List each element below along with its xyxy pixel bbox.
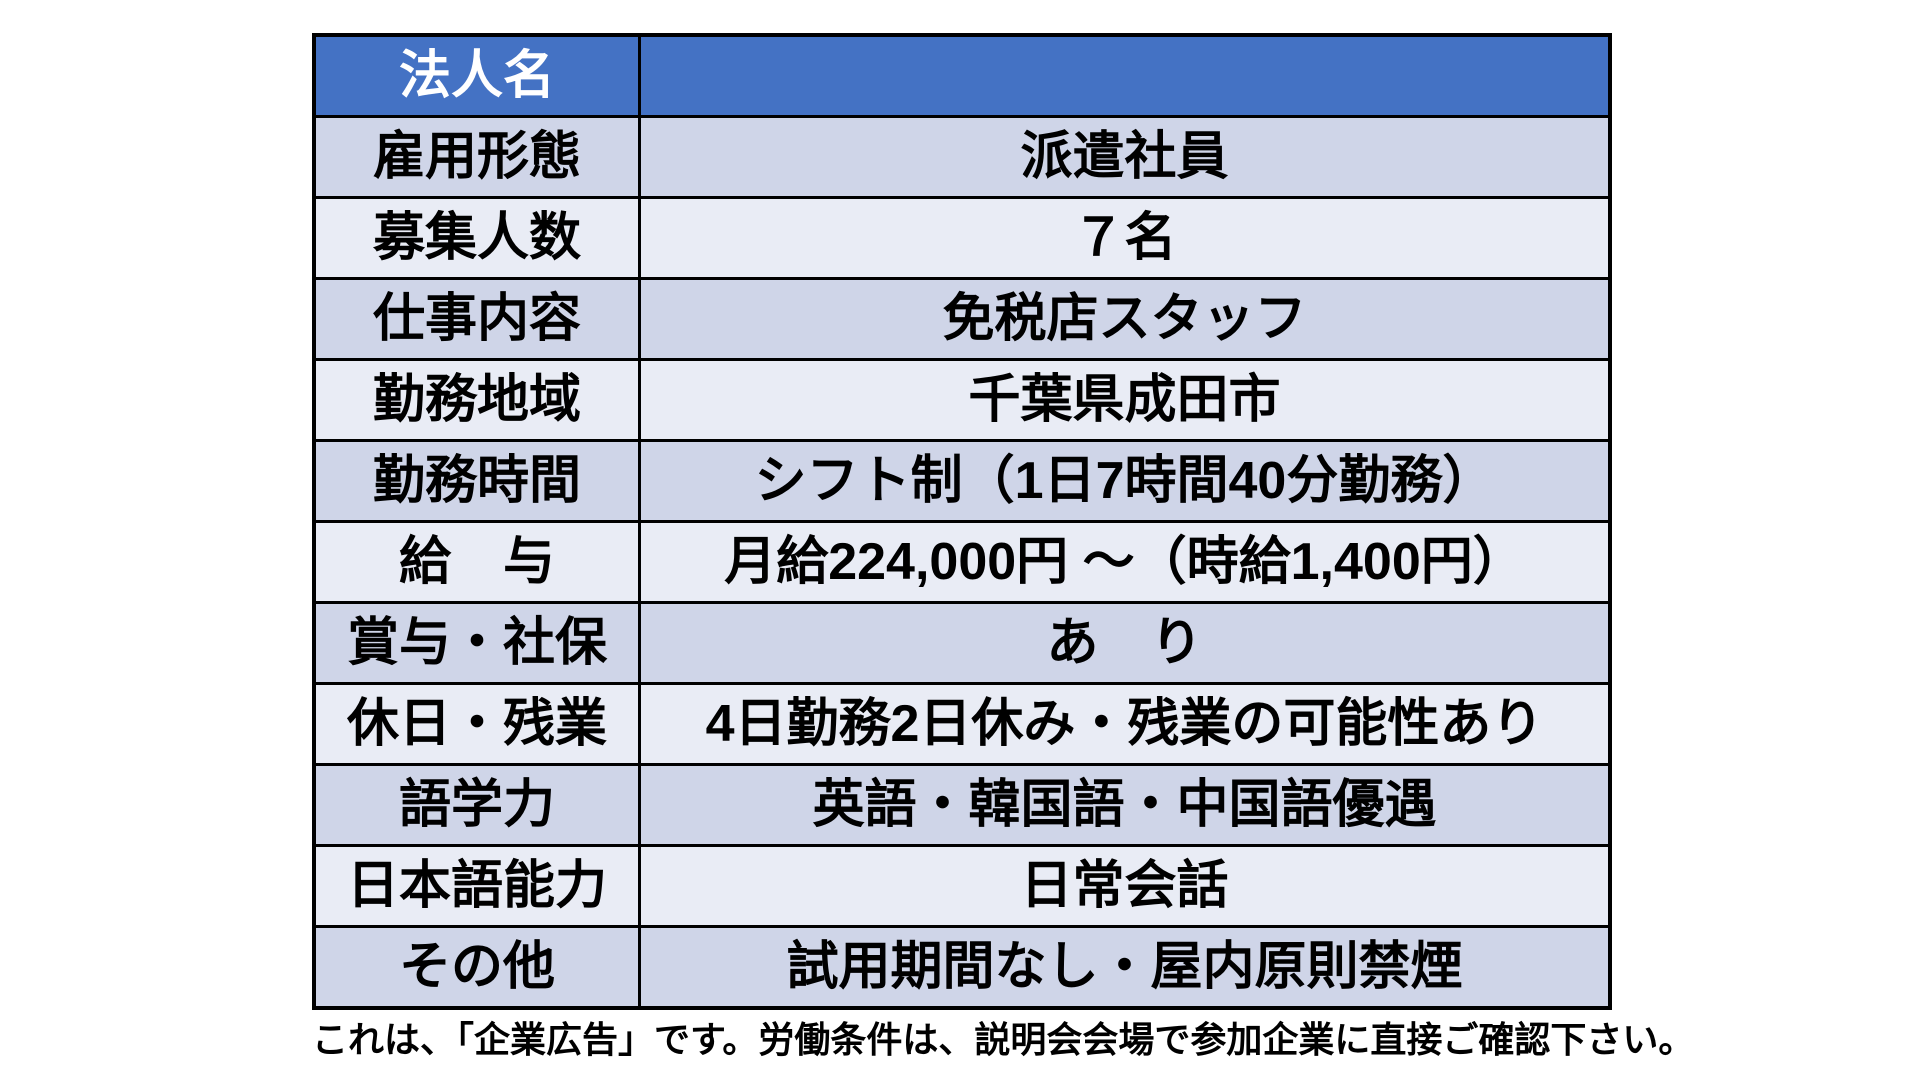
row-label-cell: 給 与	[316, 523, 641, 601]
table-row: 勤務地域 千葉県成田市	[316, 361, 1608, 442]
row-value: 月給224,000円 ～（時給1,400円）	[724, 533, 1525, 591]
header-label: 法人名	[398, 47, 555, 105]
row-value: 試用期間なし・屋内原則禁煙	[786, 938, 1463, 996]
row-label: 日本語能力	[346, 857, 607, 915]
row-value-cell: 千葉県成田市	[641, 361, 1608, 439]
row-value-cell: 派遣社員	[641, 118, 1608, 196]
row-value-cell: 英語・韓国語・中国語優遇	[641, 766, 1608, 844]
table-row: 休日・残業 4日勤務2日休み・残業の可能性あり	[316, 685, 1608, 766]
row-label: 仕事内容	[372, 290, 581, 348]
row-label: 募集人数	[372, 209, 581, 267]
row-value: 英語・韓国語・中国語優遇	[812, 776, 1437, 834]
row-value-cell: 試用期間なし・屋内原則禁煙	[641, 928, 1608, 1006]
row-value: 日常会話	[1020, 857, 1229, 915]
row-value: あ り	[1046, 614, 1203, 672]
row-value-cell: 4日勤務2日休み・残業の可能性あり	[641, 685, 1608, 763]
row-value-cell: ７名	[641, 199, 1608, 277]
table-row: 日本語能力 日常会話	[316, 847, 1608, 928]
row-value-cell: シフト制（1日7時間40分勤務）	[641, 442, 1608, 520]
row-label-cell: 休日・残業	[316, 685, 641, 763]
row-value: 派遣社員	[1020, 128, 1229, 186]
table-header-row: 法人名	[316, 37, 1608, 118]
row-value-cell: 月給224,000円 ～（時給1,400円）	[641, 523, 1608, 601]
row-label-cell: 仕事内容	[316, 280, 641, 358]
job-table: 法人名 雇用形態 派遣社員 募集人数 ７名 仕事内容 免税店スタッフ 勤務地域	[312, 33, 1612, 1010]
row-label: その他	[398, 938, 555, 996]
row-label: 勤務時間	[372, 452, 581, 510]
row-label: 賞与・社保	[346, 614, 607, 672]
table-row: 雇用形態 派遣社員	[316, 118, 1608, 199]
row-label: 給 与	[398, 533, 555, 591]
table-row: その他 試用期間なし・屋内原則禁煙	[316, 928, 1608, 1006]
row-label-cell: その他	[316, 928, 641, 1006]
row-value-cell: あ り	[641, 604, 1608, 682]
row-value-cell: 免税店スタッフ	[641, 280, 1608, 358]
row-value: 4日勤務2日休み・残業の可能性あり	[705, 695, 1544, 753]
row-label-cell: 雇用形態	[316, 118, 641, 196]
row-label: 勤務地域	[372, 371, 581, 429]
table-row: 募集人数 ７名	[316, 199, 1608, 280]
row-value: ７名	[1072, 209, 1177, 267]
table-row: 仕事内容 免税店スタッフ	[316, 280, 1608, 361]
row-value: 免税店スタッフ	[942, 290, 1307, 348]
table-row: 勤務時間 シフト制（1日7時間40分勤務）	[316, 442, 1608, 523]
row-label-cell: 勤務地域	[316, 361, 641, 439]
row-label-cell: 勤務時間	[316, 442, 641, 520]
row-label: 語学力	[398, 776, 555, 834]
table-row: 給 与 月給224,000円 ～（時給1,400円）	[316, 523, 1608, 604]
row-label-cell: 募集人数	[316, 199, 641, 277]
row-value-cell: 日常会話	[641, 847, 1608, 925]
row-value: 千葉県成田市	[968, 371, 1281, 429]
row-label-cell: 語学力	[316, 766, 641, 844]
header-label-cell: 法人名	[316, 37, 641, 115]
footnote: これは、「企業広告」です。労働条件は、説明会会場で参加企業に直接ご確認下さい。	[312, 1019, 1695, 1060]
row-label: 雇用形態	[372, 128, 581, 186]
row-value: シフト制（1日7時間40分勤務）	[754, 452, 1495, 510]
header-value-cell	[641, 37, 1608, 115]
table-row: 語学力 英語・韓国語・中国語優遇	[316, 766, 1608, 847]
row-label-cell: 賞与・社保	[316, 604, 641, 682]
row-label: 休日・残業	[346, 695, 607, 753]
row-label-cell: 日本語能力	[316, 847, 641, 925]
table-row: 賞与・社保 あ り	[316, 604, 1608, 685]
